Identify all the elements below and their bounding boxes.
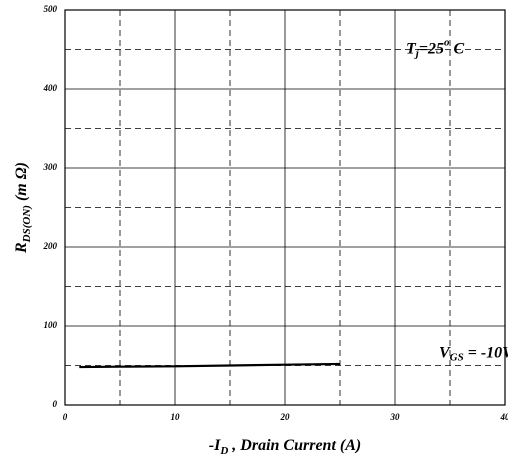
annotation-sup: o bbox=[444, 36, 450, 48]
y-tick-label: 0 bbox=[53, 399, 58, 409]
y-tick-label: 200 bbox=[43, 241, 58, 251]
annotation-part: T bbox=[406, 40, 417, 57]
x-tick-label: 0 bbox=[63, 412, 68, 422]
label-part: (m Ω) bbox=[13, 162, 30, 205]
annotation-sub: j bbox=[414, 47, 420, 59]
y-tick-label: 500 bbox=[44, 4, 58, 14]
y-tick-label: 300 bbox=[43, 162, 58, 172]
annotation-sub: GS bbox=[450, 351, 464, 363]
annotation: VGS = -10V bbox=[439, 344, 508, 363]
label-sub: D bbox=[219, 445, 228, 457]
annotation: Tj=25o C bbox=[406, 36, 464, 59]
x-tick-label: 40 bbox=[500, 412, 508, 422]
label-part: -I bbox=[209, 437, 221, 454]
annotation-part: = -10V bbox=[464, 344, 508, 361]
label-sub: DS(ON) bbox=[21, 205, 33, 243]
x-axis-label: -ID , Drain Current (A) bbox=[209, 437, 361, 457]
x-tick-label: 20 bbox=[280, 412, 291, 422]
plot-frame bbox=[64, 9, 506, 406]
x-tick-label: 10 bbox=[171, 412, 181, 422]
y-axis-label: RDS(ON) (m Ω) bbox=[13, 162, 33, 254]
y-tick-label: 100 bbox=[44, 320, 58, 330]
annotation-part: =25 bbox=[419, 40, 444, 57]
data-line bbox=[79, 362, 341, 369]
annotation-part: V bbox=[439, 344, 451, 361]
x-tick-label: 30 bbox=[390, 412, 401, 422]
annotation-part: C bbox=[449, 40, 464, 57]
label-part: , Drain Current (A) bbox=[228, 437, 361, 454]
y-tick-label: 400 bbox=[43, 83, 58, 93]
label-part: R bbox=[13, 242, 30, 254]
